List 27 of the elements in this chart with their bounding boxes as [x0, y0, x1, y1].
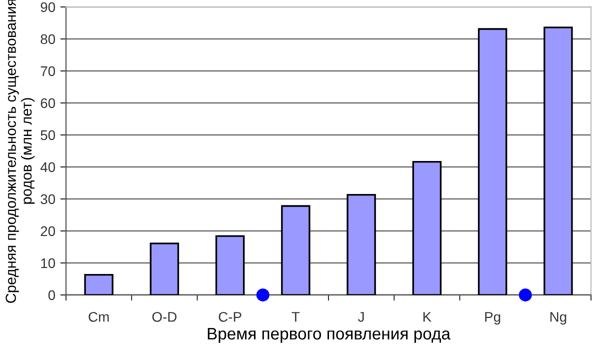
y-tick-label: 60	[40, 98, 56, 108]
y-tick-label: 10	[41, 258, 56, 268]
x-tick-label: T	[292, 312, 300, 322]
x-tick-label: J	[358, 312, 364, 322]
x-tick-label: Pg	[485, 312, 500, 325]
y-tick-label: 0	[48, 290, 56, 300]
bar	[84, 274, 114, 295]
x-tick-label: C-P	[218, 312, 242, 322]
y-tick-label: 40	[40, 162, 56, 172]
bar	[412, 160, 442, 295]
y-tick-label: 30	[40, 194, 56, 204]
bar	[215, 235, 245, 295]
y-tick-label: 70	[40, 66, 56, 76]
y-tick-label: 90	[40, 2, 56, 12]
bar	[346, 194, 376, 295]
x-tick-label: Ng	[550, 312, 566, 325]
bar	[281, 205, 310, 295]
y-tick-label: 20	[40, 226, 56, 236]
x-tick-label: Cm	[88, 312, 109, 322]
y-tick-label: 80	[40, 34, 56, 44]
x-axis-title: Время первого появления рода	[208, 328, 450, 343]
x-tick-label: O-D	[152, 312, 177, 322]
bar	[478, 28, 508, 295]
bar	[150, 242, 180, 295]
x-tick-label: K	[423, 312, 432, 322]
y-tick-label: 50	[40, 130, 56, 140]
bar	[544, 26, 573, 295]
